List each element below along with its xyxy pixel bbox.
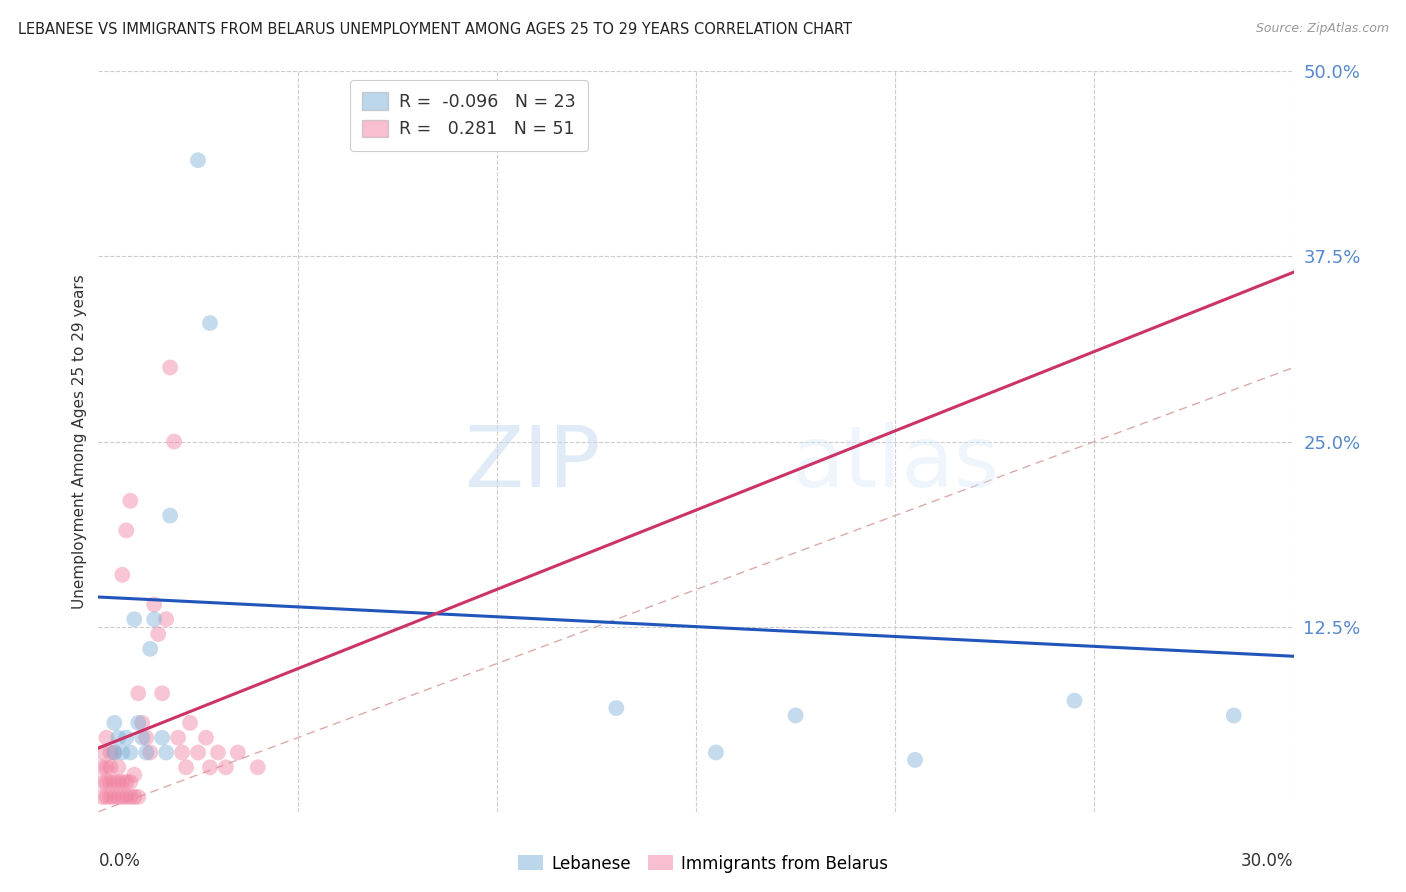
Point — [172, 746, 194, 760]
Text: 0.0%: 0.0% — [98, 853, 141, 871]
Point — [98, 746, 122, 760]
Point — [96, 775, 118, 789]
Point — [187, 746, 209, 760]
Point — [131, 715, 153, 730]
Point — [150, 731, 173, 745]
Point — [159, 360, 181, 375]
Point — [127, 715, 149, 730]
Point — [124, 612, 146, 626]
Point — [107, 760, 129, 774]
Point — [1063, 694, 1085, 708]
Point — [155, 746, 177, 760]
Point — [148, 627, 170, 641]
Point — [246, 760, 269, 774]
Point — [127, 686, 149, 700]
Point — [226, 746, 249, 760]
Point — [198, 316, 221, 330]
Point — [605, 701, 627, 715]
Point — [139, 746, 162, 760]
Point — [179, 715, 201, 730]
Point — [103, 715, 125, 730]
Point — [115, 775, 138, 789]
Text: atlas: atlas — [792, 422, 1000, 505]
Point — [207, 746, 229, 760]
Point — [120, 746, 142, 760]
Point — [103, 746, 125, 760]
Point — [107, 789, 129, 804]
Point — [198, 760, 221, 774]
Point — [96, 731, 118, 745]
Point — [91, 789, 114, 804]
Point — [143, 598, 166, 612]
Legend: R =  -0.096   N = 23, R =   0.281   N = 51: R = -0.096 N = 23, R = 0.281 N = 51 — [350, 80, 588, 151]
Point — [135, 731, 157, 745]
Point — [704, 746, 727, 760]
Point — [150, 686, 173, 700]
Point — [124, 789, 146, 804]
Point — [111, 789, 134, 804]
Point — [91, 775, 114, 789]
Point — [111, 567, 134, 582]
Point — [120, 789, 142, 804]
Point — [135, 746, 157, 760]
Point — [91, 746, 114, 760]
Point — [155, 612, 177, 626]
Point — [195, 731, 218, 745]
Point — [98, 789, 122, 804]
Point — [167, 731, 190, 745]
Point — [127, 789, 149, 804]
Point — [120, 493, 142, 508]
Point — [187, 153, 209, 168]
Point — [174, 760, 197, 774]
Y-axis label: Unemployment Among Ages 25 to 29 years: Unemployment Among Ages 25 to 29 years — [72, 274, 87, 609]
Point — [103, 746, 125, 760]
Point — [107, 731, 129, 745]
Point — [91, 760, 114, 774]
Point — [163, 434, 186, 449]
Text: LEBANESE VS IMMIGRANTS FROM BELARUS UNEMPLOYMENT AMONG AGES 25 TO 29 YEARS CORRE: LEBANESE VS IMMIGRANTS FROM BELARUS UNEM… — [18, 22, 852, 37]
Legend: Lebanese, Immigrants from Belarus: Lebanese, Immigrants from Belarus — [512, 848, 894, 880]
Point — [98, 775, 122, 789]
Text: Source: ZipAtlas.com: Source: ZipAtlas.com — [1256, 22, 1389, 36]
Point — [785, 708, 807, 723]
Point — [120, 775, 142, 789]
Point — [98, 760, 122, 774]
Point — [143, 612, 166, 626]
Text: ZIP: ZIP — [464, 422, 600, 505]
Point — [139, 641, 162, 656]
Point — [103, 789, 125, 804]
Point — [107, 775, 129, 789]
Point — [115, 789, 138, 804]
Point — [904, 753, 927, 767]
Point — [96, 789, 118, 804]
Point — [215, 760, 238, 774]
Point — [111, 746, 134, 760]
Point — [131, 731, 153, 745]
Point — [124, 767, 146, 781]
Text: 30.0%: 30.0% — [1241, 853, 1294, 871]
Point — [115, 731, 138, 745]
Point — [111, 775, 134, 789]
Point — [96, 760, 118, 774]
Point — [159, 508, 181, 523]
Point — [1223, 708, 1246, 723]
Point — [115, 524, 138, 538]
Point — [103, 775, 125, 789]
